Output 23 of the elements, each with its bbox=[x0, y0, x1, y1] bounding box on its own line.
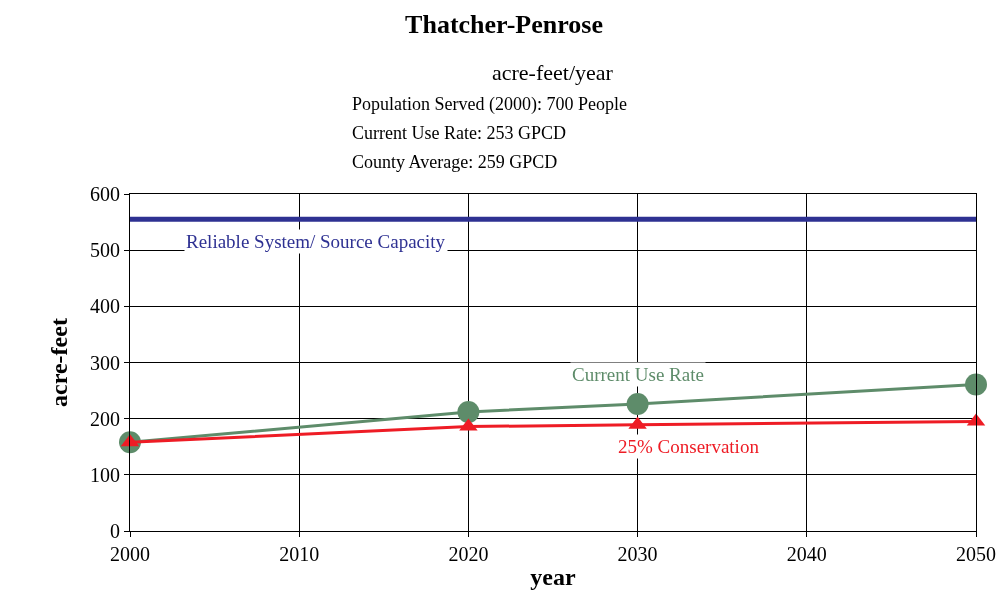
x-tick-label: 2020 bbox=[448, 543, 489, 565]
y-tick-label: 100 bbox=[90, 463, 120, 486]
x-tick-label: 2030 bbox=[617, 543, 658, 565]
x-axis-title: year bbox=[530, 564, 576, 591]
x-tick-label: 2040 bbox=[786, 543, 827, 565]
y-tick-label: 400 bbox=[90, 295, 120, 318]
y-tick-label: 600 bbox=[90, 183, 120, 205]
y-tick-label: 500 bbox=[90, 239, 120, 262]
series-label: 25% Conservation bbox=[618, 436, 760, 457]
x-tick-label: 2050 bbox=[956, 543, 996, 565]
y-tick-label: 0 bbox=[110, 520, 120, 542]
x-tick-label: 2000 bbox=[110, 543, 150, 565]
text: Current Use Rate: 253 GPCD bbox=[352, 123, 566, 143]
x-tick-label: 2010 bbox=[279, 543, 320, 565]
chart-subtitle: acre-feet/year bbox=[492, 60, 614, 85]
y-axis-title: acre-feet bbox=[46, 318, 73, 407]
text: County Average: 259 GPCD bbox=[352, 152, 558, 172]
series-label: Reliable System/ Source Capacity bbox=[186, 231, 446, 252]
chart-title: Thatcher-Penrose bbox=[405, 10, 603, 40]
text: Population Served (2000): 700 People bbox=[352, 94, 627, 115]
y-tick-label: 200 bbox=[90, 407, 120, 430]
y-tick-label: 300 bbox=[90, 351, 120, 374]
series-label: Current Use Rate bbox=[572, 364, 704, 385]
